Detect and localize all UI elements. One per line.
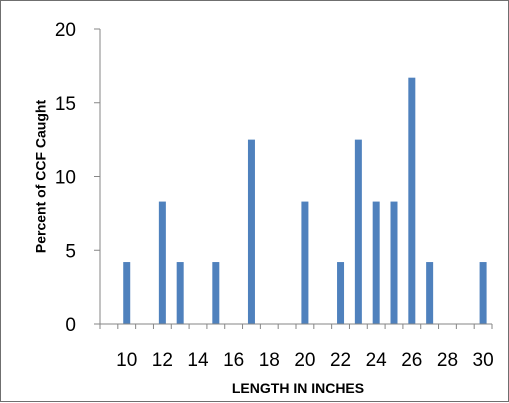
y-tick-label: 5	[65, 241, 76, 262]
bar-27	[426, 262, 434, 324]
bar-25	[390, 201, 398, 324]
x-tick-label: 14	[187, 350, 209, 371]
x-axis-ticks: 10 12 14 16 18 20 22 24 26 28 30	[99, 324, 494, 371]
x-tick-label: 26	[401, 350, 422, 371]
bar-10	[123, 262, 131, 324]
x-tick-label: 18	[259, 350, 280, 371]
x-tick-label: 12	[152, 350, 173, 371]
bar-17	[247, 139, 255, 324]
bar-23	[354, 139, 362, 324]
bar-22	[337, 262, 345, 324]
bar-15	[212, 262, 220, 324]
x-tick-label: 24	[366, 350, 388, 371]
y-tick-label: 10	[55, 168, 76, 189]
bar-26	[408, 77, 416, 324]
y-axis-ticks: 0 5 10 15 20	[55, 20, 100, 336]
bar-24	[372, 201, 380, 324]
x-tick-label: 20	[294, 350, 315, 371]
x-axis-title: LENGTH IN INCHES	[232, 380, 364, 396]
bar-13	[176, 262, 184, 324]
y-tick-label: 15	[55, 94, 76, 115]
x-tick-label: 28	[437, 350, 458, 371]
bar-20	[301, 201, 309, 324]
y-tick-label: 20	[55, 20, 76, 41]
bar-30	[479, 262, 487, 324]
y-axis-title: Percent of CCF Caught	[33, 100, 49, 254]
x-tick-label: 30	[473, 350, 494, 371]
x-tick-label: 22	[330, 350, 351, 371]
bars	[123, 77, 487, 324]
y-tick-label: 0	[65, 315, 76, 336]
x-tick-label: 10	[116, 350, 137, 371]
bar-12	[158, 201, 166, 324]
x-tick-label: 16	[223, 350, 244, 371]
